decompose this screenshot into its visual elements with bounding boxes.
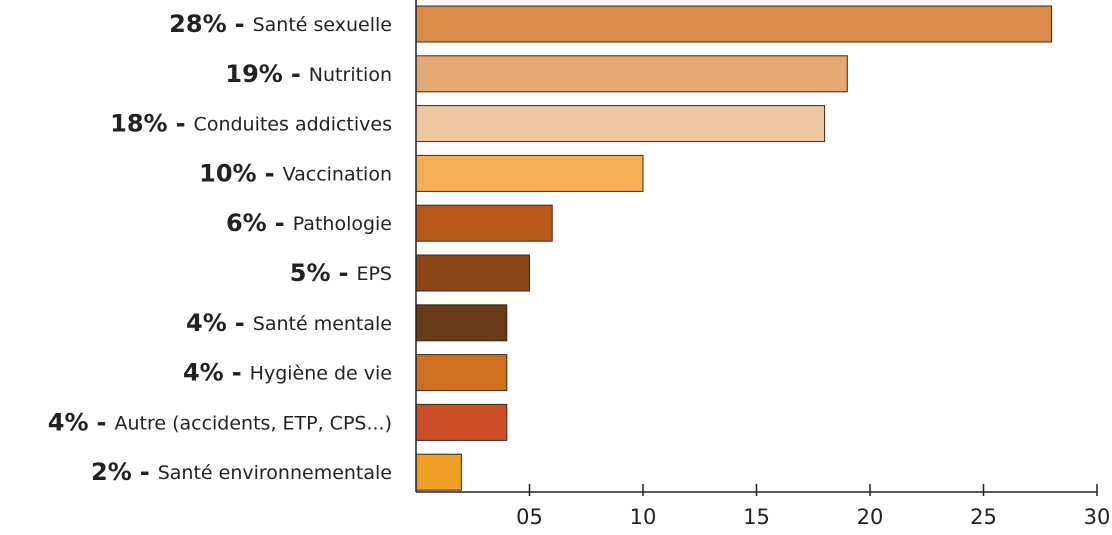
value-label: 19%: [225, 60, 282, 88]
separator: -: [265, 159, 275, 187]
bar-label: 19% - Nutrition: [225, 60, 392, 88]
value-label: 10%: [199, 159, 256, 187]
bar: [415, 453, 462, 491]
category-label: Hygiène de vie: [250, 362, 392, 384]
value-label: 6%: [226, 209, 267, 237]
category-label: Santé sexuelle: [253, 14, 392, 36]
bar: [415, 403, 508, 441]
value-label: 5%: [290, 259, 331, 287]
bar-label: 18% - Conduites addictives: [110, 110, 392, 138]
separator: -: [235, 309, 245, 337]
category-label: Nutrition: [309, 63, 392, 85]
bar: [415, 304, 508, 342]
separator: -: [339, 259, 349, 287]
category-label: Autre (accidents, ETP, CPS...): [114, 412, 392, 434]
x-tick-label: 30: [1084, 505, 1111, 529]
x-tick-label: 05: [516, 505, 543, 529]
bar-label: 28% - Santé sexuelle: [169, 10, 392, 38]
separator: -: [235, 10, 245, 38]
value-label: 4%: [48, 408, 89, 436]
x-tick-label: 15: [743, 505, 770, 529]
separator: -: [291, 60, 301, 88]
separator: -: [97, 408, 107, 436]
value-label: 4%: [186, 309, 227, 337]
bar: [415, 204, 553, 242]
category-label: Conduites addictives: [194, 113, 392, 135]
bar-label: 6% - Pathologie: [226, 209, 392, 237]
value-label: 18%: [110, 110, 167, 138]
category-label: Santé mentale: [253, 312, 392, 334]
separator: -: [275, 209, 285, 237]
category-label: Vaccination: [283, 163, 392, 185]
separator: -: [140, 458, 150, 486]
category-label: Pathologie: [293, 213, 392, 235]
bar-label: 2% - Santé environnementale: [91, 458, 392, 486]
category-label: Santé environnementale: [158, 462, 392, 484]
bar: [415, 5, 1053, 43]
separator: -: [176, 110, 186, 138]
x-tick-label: 10: [630, 505, 657, 529]
bar-label: 4% - Hygiène de vie: [183, 359, 392, 387]
value-label: 28%: [169, 10, 226, 38]
bar: [415, 154, 644, 192]
value-label: 4%: [183, 359, 224, 387]
bar-label: 4% - Santé mentale: [186, 309, 392, 337]
value-label: 2%: [91, 458, 132, 486]
category-label: EPS: [356, 263, 392, 285]
bar-label: 4% - Autre (accidents, ETP, CPS...): [48, 408, 392, 436]
bar: [415, 254, 530, 292]
bar-label: 10% - Vaccination: [199, 159, 392, 187]
bar: [415, 354, 508, 392]
bar: [415, 55, 848, 93]
x-tick-label: 25: [970, 505, 997, 529]
x-tick-label: 20: [857, 505, 884, 529]
separator: -: [232, 359, 242, 387]
bar-label: 5% - EPS: [290, 259, 392, 287]
bar: [415, 105, 826, 143]
